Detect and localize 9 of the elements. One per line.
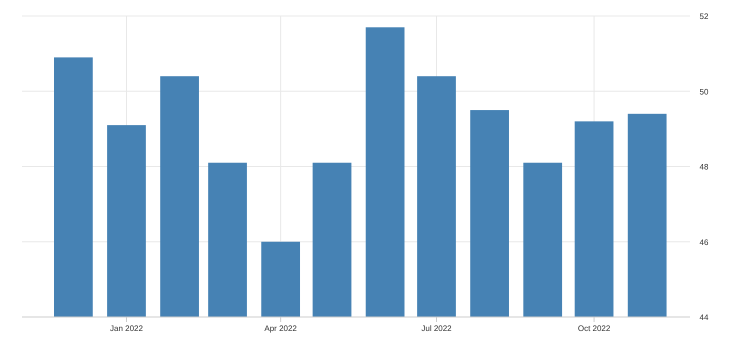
- x-tick-label: Apr 2022: [264, 324, 298, 333]
- y-tick-label: 48: [700, 162, 709, 172]
- x-tick-label: Jul 2022: [421, 324, 452, 333]
- x-tick-label: Jan 2022: [110, 324, 144, 333]
- x-tick-label: Oct 2022: [578, 324, 611, 333]
- y-tick-label: 44: [700, 313, 709, 322]
- y-tick-label: 52: [700, 12, 709, 21]
- y-tick-label: 46: [700, 238, 709, 247]
- y-tick-label: 50: [700, 87, 709, 96]
